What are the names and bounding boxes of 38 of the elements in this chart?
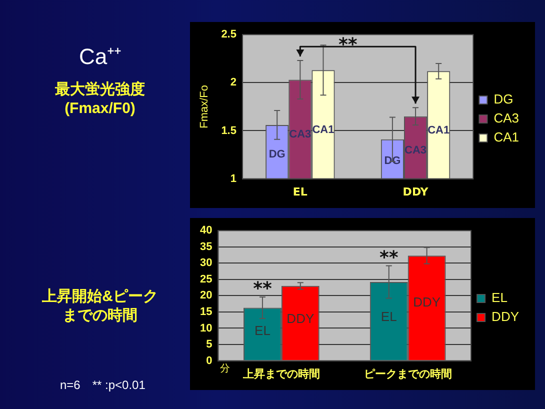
annotation: ** [253, 278, 272, 300]
y-axis-title: Fmax/Fo [198, 84, 211, 128]
y-tick-label: 0 [206, 354, 212, 367]
text: CA1 [312, 124, 334, 136]
text: CA3 [289, 128, 312, 140]
y-tick-label: 35 [200, 240, 212, 253]
y-tick-label: 1 [230, 172, 236, 185]
text: CA3 [404, 144, 427, 157]
y-tick-label: 20 [200, 290, 212, 302]
text: EL [380, 308, 397, 324]
y-tick-label: 25 [200, 273, 212, 286]
text: 最大蛍光強度 (Fmax/F0) [54, 80, 146, 118]
annotation: ** [379, 247, 399, 268]
y-tick-label: 40 [200, 224, 212, 237]
text: EL [254, 322, 270, 338]
y-tick-label: 10 [200, 322, 212, 334]
y-tick-label: 5 [206, 338, 212, 351]
y-tick-label: 2.5 [221, 28, 236, 41]
text: DDY [413, 294, 441, 310]
x-tick-label: ピークまでの時間 [364, 367, 452, 380]
legend-label: CA1 [494, 130, 520, 145]
legend-label: EL [492, 290, 508, 306]
text: 上昇開始&ピークまでの時間 [41, 287, 159, 325]
text: Ca⁺⁺ [78, 43, 122, 70]
text: n=6 ** :p<0.01 [60, 377, 146, 394]
y-tick-label: 1.5 [221, 124, 236, 137]
x-axis-title: 分 [220, 362, 230, 374]
x-tick-label: 上昇までの時間 [242, 367, 320, 380]
legend-label: DG [494, 92, 514, 107]
text: DDY [286, 310, 314, 326]
text: DG [268, 148, 286, 161]
y-tick-label: 15 [200, 306, 212, 318]
y-tick-label: 30 [200, 257, 212, 270]
y-tick-label: 2 [230, 76, 236, 89]
legend-label: DDY [492, 309, 520, 324]
annotation: ** [338, 34, 358, 56]
text: CA1 [428, 124, 450, 136]
legend-label: CA3 [494, 110, 520, 126]
